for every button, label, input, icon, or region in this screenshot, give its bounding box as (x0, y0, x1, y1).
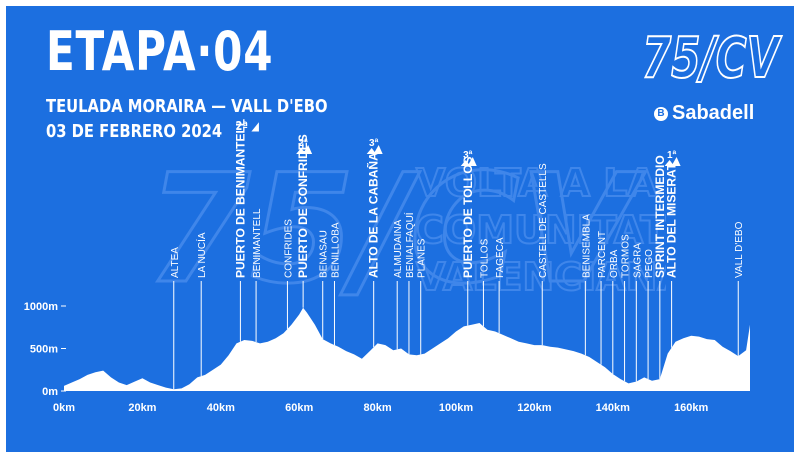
y-tick-label: 500m (30, 344, 58, 356)
climb-category-label: 2ª (298, 138, 308, 149)
climb-label: ALTO DE LA CABAÑA (366, 152, 381, 278)
mountain-icon (664, 157, 681, 166)
x-tick-label: 80km (364, 402, 392, 414)
place-label: CASTELL DE CASTELLS (538, 163, 549, 278)
x-tick-label: 140km (596, 402, 630, 414)
place-label: LA NUCÍA (195, 232, 208, 278)
profile-chart: 0m 500m 1000m 0km 20km 40km 60km 80km 100km 120km… (24, 119, 750, 414)
place-label: VALL D'EBO (734, 221, 745, 278)
climb-category-label: 1ª (667, 150, 677, 161)
place-label: CONFRIDES (283, 219, 294, 278)
climb-category-label: 3ª (369, 138, 379, 149)
date-category-badge: 2ª ◢ (236, 119, 259, 133)
x-tick-label: 0km (53, 402, 75, 414)
climb-label: PUERTO DE CONFRIDES (296, 134, 310, 278)
sponsor-logo: B Sabadell (654, 102, 754, 125)
place-label: FAGECA (495, 237, 506, 278)
stage-route: TEULADA MORAIRA — VALL D'EBO (46, 96, 328, 117)
climb-label: ALTO DEL MISERAT (665, 162, 679, 278)
mountain-icon (366, 145, 383, 154)
y-tick-label: 1000m (24, 301, 58, 313)
stage-title: ETAPA·04 (46, 20, 274, 83)
place-label: TOLLOS (479, 238, 490, 278)
sponsor-name: Sabadell (672, 102, 755, 124)
race-logo: 75/CV (641, 25, 780, 92)
mountain-icon: ◢ (251, 119, 259, 133)
date-category-label: 2ª (235, 119, 248, 133)
place-label: PEGO (644, 249, 655, 278)
place-label: SAGRA (632, 243, 643, 278)
place-label: PARCENT (597, 231, 608, 278)
place-label: ALTEA (170, 247, 181, 278)
sponsor-mark-icon: B (654, 106, 668, 121)
x-tick-label: 40km (207, 402, 235, 414)
elevation-profile-area (64, 307, 750, 391)
stage-date: 03 DE FEBRERO 2024 2ª ◢ (46, 119, 259, 142)
stage-date-text: 03 DE FEBRERO 2024 (46, 121, 223, 142)
place-label: BENIMANTELL (252, 208, 263, 278)
mountain-icon (296, 145, 313, 154)
place-label: BENILLOBA (330, 222, 341, 278)
y-tick-label: 0m (42, 386, 58, 398)
x-tick-label: 100km (439, 402, 473, 414)
place-label: ORBA (609, 249, 620, 278)
place-label: BENIALFAQUÍ (403, 212, 416, 278)
x-tick-label: 20km (128, 402, 156, 414)
stage-poster: 75/CV VOLTA A LA COMUNITAT VALENCIANA ET… (6, 6, 794, 452)
mountain-icon (460, 157, 477, 166)
place-label: PLANES (417, 238, 428, 278)
place-label: TORMOS (621, 234, 632, 278)
place-label: BENASAU (319, 230, 330, 278)
climb-label: SPRINT INTERMEDIO (653, 155, 667, 278)
climb-category-label: 3ª (463, 150, 473, 161)
place-label: BENISEMBLA (581, 214, 592, 278)
x-tick-label: 60km (285, 402, 313, 414)
climb-label: PUERTO DE BENIMANTELL (233, 119, 247, 278)
climb-label: PUERTO DE TOLLOS (461, 156, 475, 278)
x-tick-label: 160km (674, 402, 708, 414)
place-label: ALMUDAINA (393, 219, 404, 278)
x-tick-label: 120km (517, 402, 551, 414)
